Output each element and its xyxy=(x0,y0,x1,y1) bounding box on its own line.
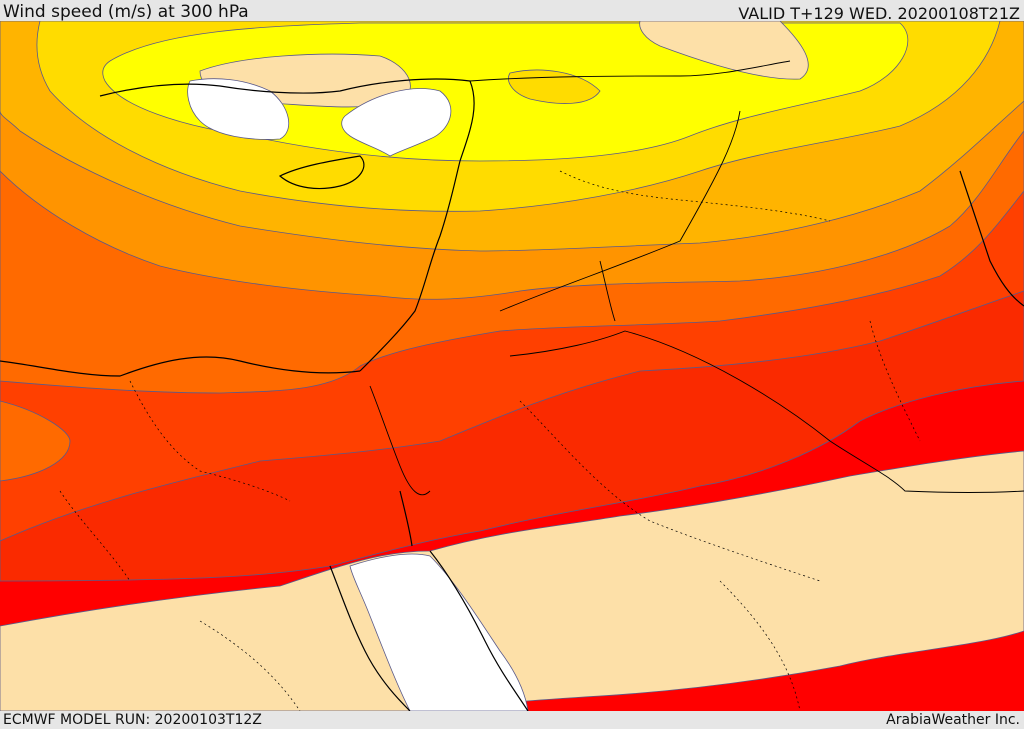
border-turkey-syria xyxy=(469,60,791,82)
coastlines xyxy=(0,78,1024,711)
band-orange-west-bulge xyxy=(0,400,71,482)
model-run-label: ECMWF MODEL RUN: 20200103T12Z xyxy=(3,712,262,728)
coastline-north-africa xyxy=(0,356,361,377)
coastline-cyprus xyxy=(278,155,365,190)
calm-region-north-east xyxy=(341,88,452,157)
coastline-anatolia xyxy=(99,78,475,162)
border-dotted-3 xyxy=(559,170,831,222)
coastline-red-sea-east xyxy=(429,550,529,711)
border-dotted-7 xyxy=(59,490,131,582)
border-sinai xyxy=(369,385,431,496)
internal-borders xyxy=(59,170,921,711)
calm-region-red-sea xyxy=(349,553,529,711)
border-dotted-1 xyxy=(129,380,291,502)
borders xyxy=(369,60,1024,496)
credit-label: ArabiaWeather Inc. xyxy=(886,712,1020,728)
map-title: Wind speed (m/s) at 300 hPa xyxy=(3,2,249,22)
calm-region-north-west xyxy=(187,78,289,140)
coastline-gulf-aqaba xyxy=(399,490,413,547)
border-dotted-6 xyxy=(199,620,301,711)
light-region-south xyxy=(0,450,1024,711)
border-saudi-iraq xyxy=(499,110,741,312)
title-bar: Wind speed (m/s) at 300 hPa VALID T+129 … xyxy=(0,0,1024,23)
footer-bar: ECMWF MODEL RUN: 20200103T12Z ArabiaWeat… xyxy=(0,711,1024,729)
wind-speed-map xyxy=(0,21,1024,711)
light-region-northeast xyxy=(639,21,809,80)
border-saudi-jordan xyxy=(509,330,1024,493)
coastline-levant xyxy=(359,160,461,372)
border-syria-iraq xyxy=(599,260,616,322)
coastline-red-sea-west xyxy=(329,565,411,711)
coastline-persian-gulf xyxy=(959,170,1024,307)
border-dotted-4 xyxy=(869,320,921,442)
valid-time-label: VALID T+129 WED. 20200108T21Z xyxy=(738,4,1020,23)
